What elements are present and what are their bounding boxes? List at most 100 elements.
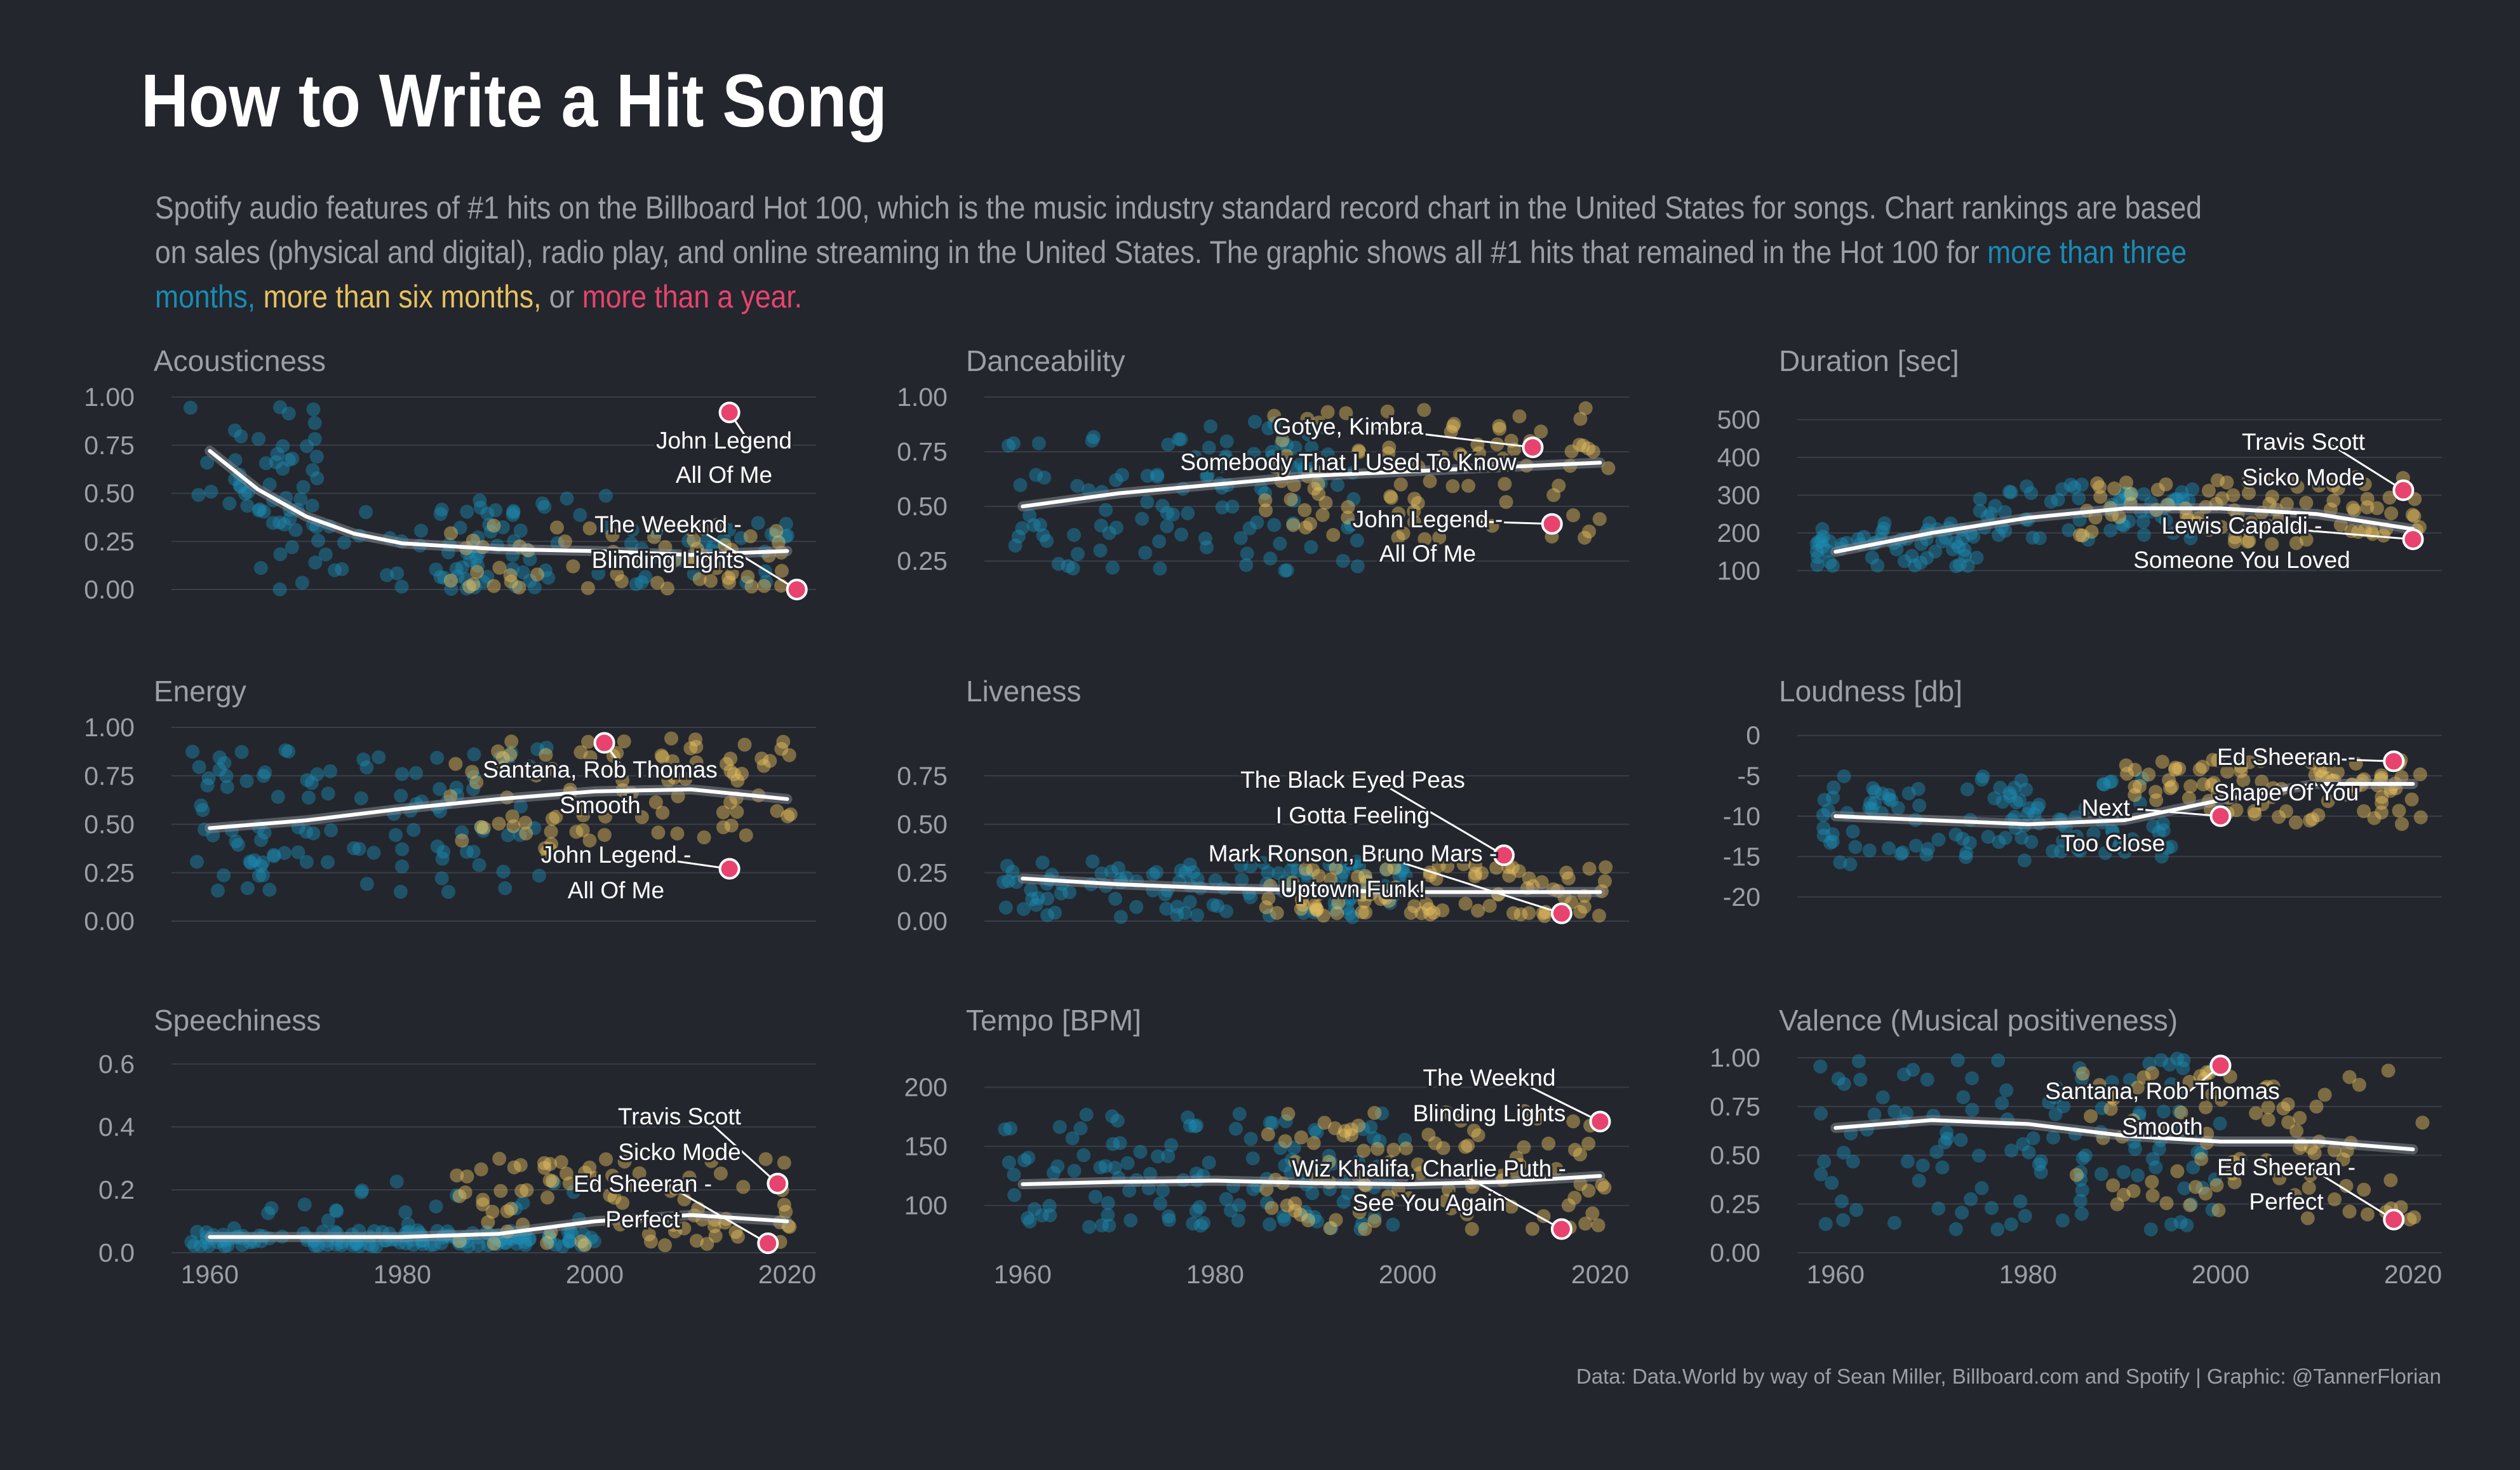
scatter-point-six-months xyxy=(739,828,753,842)
highlight-point xyxy=(718,401,741,424)
scatter-point-three-months xyxy=(306,402,321,417)
y-tick-label: 0 xyxy=(1746,721,1760,750)
scatter-point-three-months xyxy=(352,842,366,856)
scatter-point-three-months xyxy=(2208,1172,2222,1187)
scatter-point-six-months xyxy=(598,809,613,824)
scatter-point-three-months xyxy=(2002,788,2017,803)
scatter-point-six-months xyxy=(2360,492,2375,506)
subtitle-sep: or xyxy=(541,279,582,314)
scatter-point-three-months xyxy=(504,745,519,760)
scatter-point-three-months xyxy=(1900,1154,1915,1169)
scatter-point-six-months xyxy=(491,744,506,759)
scatter-point-six-months xyxy=(2266,1079,2281,1094)
scatter-point-three-months xyxy=(598,520,612,535)
scatter-point-three-months xyxy=(1026,518,1041,532)
scatter-point-three-months xyxy=(1990,1222,2005,1237)
annotation-song: Blinding Lights xyxy=(592,547,745,573)
scatter-point-six-months xyxy=(1371,1142,1385,1156)
scatter-point-three-months xyxy=(190,1225,204,1239)
scatter-point-three-months xyxy=(390,566,405,581)
scatter-point-three-months xyxy=(1218,452,1233,466)
scatter-point-three-months xyxy=(1129,900,1144,914)
scatter-point-six-months xyxy=(2290,480,2305,494)
scatter-point-six-months xyxy=(2090,476,2105,490)
scatter-point-three-months xyxy=(1911,781,1926,796)
scatter-point-three-months xyxy=(1138,546,1153,560)
scatter-point-three-months xyxy=(2168,492,2183,506)
scatter-point-six-months xyxy=(2312,478,2326,493)
scatter-point-three-months xyxy=(1848,840,1863,854)
scatter-point-three-months xyxy=(1016,901,1031,916)
scatter-point-six-months xyxy=(2207,776,2222,790)
scatter-point-six-months xyxy=(1435,903,1450,917)
scatter-point-six-months xyxy=(2227,1175,2242,1190)
scatter-point-six-months xyxy=(1452,447,1467,461)
scatter-point-three-months xyxy=(300,439,314,454)
scatter-point-six-months xyxy=(2357,1182,2371,1197)
scatter-point-three-months xyxy=(398,1205,413,1220)
scatter-point-six-months xyxy=(782,748,796,762)
scatter-point-six-months xyxy=(476,1192,490,1207)
scatter-point-six-months xyxy=(545,762,560,776)
y-tick-label: 1.00 xyxy=(84,382,135,412)
scatter-point-three-months xyxy=(1042,1199,1057,1213)
scatter-point-six-months xyxy=(2233,1152,2248,1166)
scatter-point-three-months xyxy=(310,471,325,485)
scatter-point-six-months xyxy=(703,574,718,588)
scatter-point-six-months xyxy=(2194,1152,2209,1166)
scatter-point-three-months xyxy=(330,1204,344,1218)
scatter-point-six-months xyxy=(2342,1204,2357,1219)
scatter-point-three-months xyxy=(1011,529,1026,544)
scatter-point-six-months xyxy=(1419,896,1433,911)
scatter-point-three-months xyxy=(212,762,227,777)
scatter-point-three-months xyxy=(1123,1213,1138,1228)
scatter-point-three-months xyxy=(355,1183,370,1197)
scatter-point-three-months xyxy=(1183,894,1197,909)
scatter-point-three-months xyxy=(648,525,663,539)
scatter-point-three-months xyxy=(449,780,464,795)
scatter-point-three-months xyxy=(1224,1203,1238,1218)
scatter-point-three-months xyxy=(1181,506,1195,520)
annotation-artist: Ed Sheeran - xyxy=(2217,744,2356,770)
scatter-point-three-months xyxy=(2105,774,2119,789)
scatter-point-six-months xyxy=(2357,804,2371,818)
scatter-point-six-months xyxy=(513,1158,528,1173)
x-tick-label: 1980 xyxy=(1186,1260,1244,1289)
scatter-point-six-months xyxy=(2133,779,2147,793)
scatter-point-three-months xyxy=(1232,1107,1247,1121)
scatter-point-three-months xyxy=(433,570,448,584)
scatter-point-six-months xyxy=(545,812,560,826)
scatter-point-six-months xyxy=(1522,906,1536,920)
scatter-point-three-months xyxy=(2096,777,2110,792)
scatter-point-three-months xyxy=(2056,833,2070,848)
scatter-point-three-months xyxy=(1307,1210,1322,1224)
scatter-point-six-months xyxy=(538,841,553,856)
scatter-point-six-months xyxy=(2299,532,2314,547)
scatter-point-three-months xyxy=(1109,520,1123,535)
scatter-point-six-months xyxy=(2289,1124,2304,1138)
scatter-point-six-months xyxy=(2174,1105,2188,1120)
scatter-point-six-months xyxy=(2196,777,2211,792)
scatter-point-six-months xyxy=(2339,1178,2354,1193)
scatter-point-three-months xyxy=(1964,1192,1978,1206)
annotation-leader xyxy=(641,855,730,870)
scatter-point-three-months xyxy=(1110,1114,1125,1128)
scatter-point-six-months xyxy=(1259,900,1273,915)
scatter-point-three-months xyxy=(2135,771,2150,786)
scatter-point-six-months xyxy=(2248,807,2262,821)
scatter-point-six-months xyxy=(1315,508,1330,522)
scatter-point-six-months xyxy=(559,1166,573,1181)
scatter-point-three-months xyxy=(1920,1072,1934,1087)
scatter-point-three-months xyxy=(1278,1114,1293,1129)
scatter-point-three-months xyxy=(1336,553,1350,568)
scatter-point-three-months xyxy=(1228,1121,1243,1136)
scatter-point-three-months xyxy=(323,764,338,778)
scatter-point-six-months xyxy=(1264,1201,1279,1215)
scatter-point-three-months xyxy=(467,770,481,785)
scatter-point-three-months xyxy=(1957,543,1972,557)
scatter-point-six-months xyxy=(2241,534,2255,549)
scatter-point-three-months xyxy=(2056,1099,2071,1114)
scatter-point-six-months xyxy=(2220,764,2235,779)
scatter-point-six-months xyxy=(1458,1140,1473,1154)
